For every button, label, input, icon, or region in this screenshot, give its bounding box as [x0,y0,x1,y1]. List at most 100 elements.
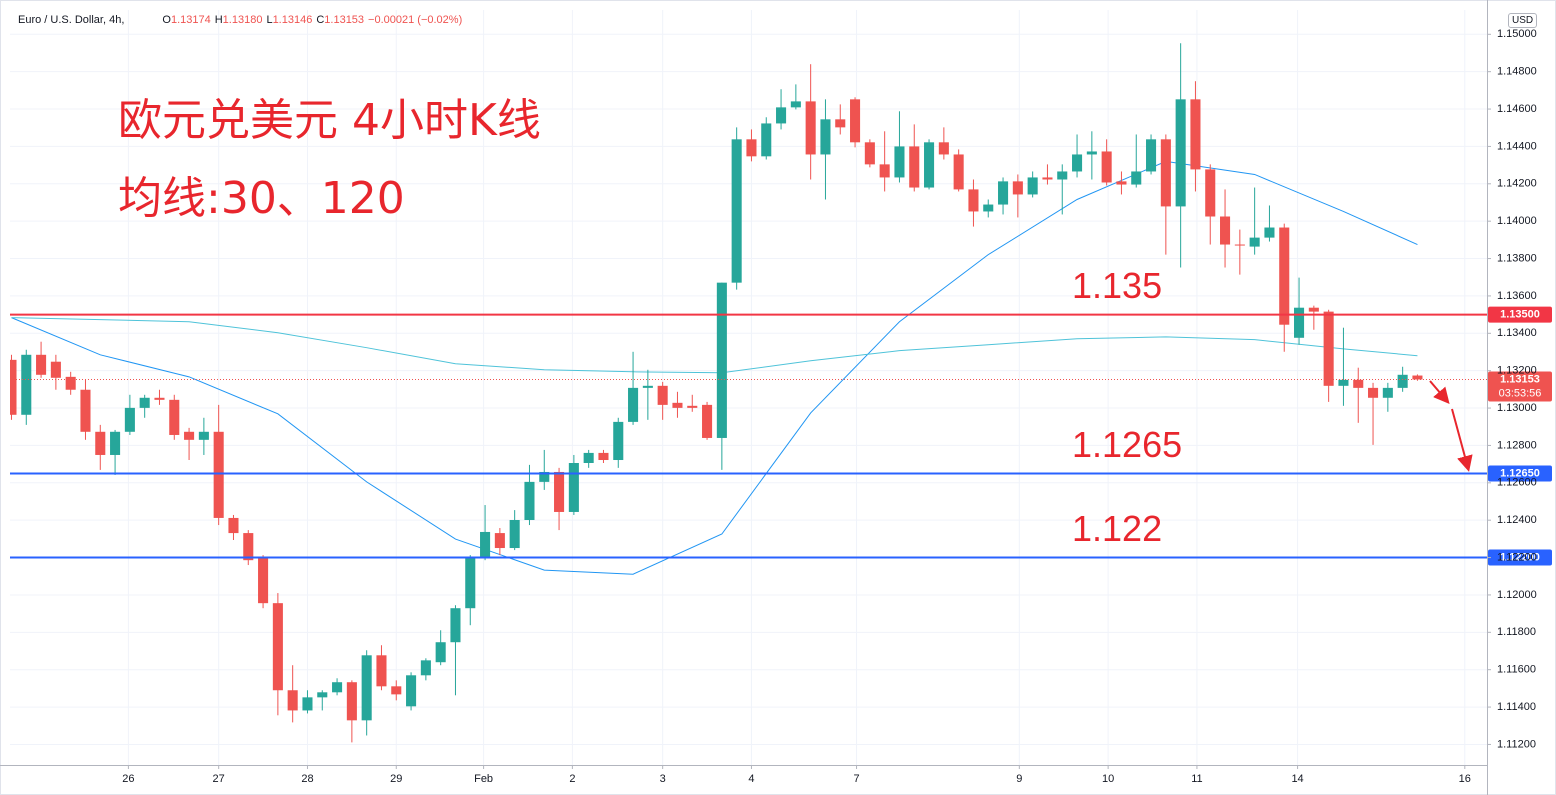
candle-body [761,123,772,157]
candle-body [243,533,254,561]
candle-body [687,405,698,408]
candle-body [1086,151,1097,155]
x-tick-label: 9 [1016,773,1022,785]
candle-body [1146,139,1157,172]
x-tick-label: 16 [1459,773,1471,785]
legend-header: Euro / U.S. Dollar, 4h, O1.13174 H1.13180 L… [18,14,462,26]
candle-body [435,642,446,663]
candle-body [1264,227,1275,238]
candle-body [850,99,861,143]
quote-value: 1.13146 [272,14,313,26]
candle-body [820,119,831,155]
candle-body [894,146,905,178]
candle-body [672,402,683,408]
symbol: Euro / U.S. Dollar, 4h, [18,14,125,26]
candle-body [1190,99,1201,170]
countdown: 03:53:56 [1499,387,1542,399]
quote: O1.13174 H1.13180 L1.13146 C1.13153 [162,14,368,26]
candle-body [480,531,491,559]
candle-body [805,101,816,155]
y-tick-label: 1.13400 [1497,327,1537,339]
level-note: 1.122 [1072,508,1162,549]
x-tick-label: 3 [660,773,666,785]
x-tick-label: 26 [122,773,134,785]
y-tick-label: 1.12000 [1497,589,1537,601]
candle-body [1294,307,1305,338]
candle-body [465,558,476,609]
level-badge [1488,465,1552,482]
candle-body [1382,387,1393,398]
quote-key: H [214,14,223,26]
candle-body [1397,374,1408,388]
y-tick-label: 1.14600 [1497,103,1537,115]
candle-body [124,407,135,432]
candle-body [909,146,920,188]
level-note: 1.135 [1072,265,1162,306]
chart-subtitle: 均线:30、120 [118,173,405,224]
candle-body [110,431,121,455]
candle-body [1368,387,1379,398]
candle-body [1338,379,1349,386]
candle-body [1131,171,1142,185]
candle-body [790,101,801,108]
candle-body [184,431,195,440]
quote-key: C [316,14,325,26]
y-tick-label: 1.12800 [1497,439,1537,451]
candle-body [1012,181,1023,195]
candle-body [998,181,1009,205]
level-badge-label: 1.12650 [1500,467,1540,479]
axes: 1.11200 1.11400 1.11600 1.11800 1.12000 1.122… [122,28,1536,785]
candle-body [1101,151,1112,183]
candle-body [346,682,357,721]
currency-button[interactable]: USD [1508,13,1538,28]
y-tick-label: 1.11600 [1497,664,1536,676]
candle-body [1027,177,1038,195]
candle-body [65,376,76,390]
candle-body [198,431,209,440]
y-tick-label: 1.11200 [1497,738,1536,750]
candle-body [554,471,565,512]
last-price-badge [1488,371,1552,402]
y-tick-label: 1.13200 [1497,365,1537,377]
level-badge-label: 1.13500 [1500,309,1540,321]
candle-body [391,686,402,695]
candle-body [50,361,61,378]
level-badge-label: 1.12200 [1500,551,1540,563]
x-tick-label: 11 [1191,773,1202,785]
y-tick-label: 1.13800 [1497,252,1537,264]
candle-body [36,354,47,375]
candle-body [864,142,875,165]
y-tick-label: 1.13600 [1497,290,1537,302]
candle-body [1279,227,1290,325]
candle-body [420,660,431,676]
candle-body [776,107,787,124]
quote-key: O [162,14,171,26]
y-tick-label: 1.14000 [1497,215,1537,227]
level-badge [1488,306,1552,323]
candle-body [1353,379,1364,388]
y-tick-label: 1.14200 [1497,178,1537,190]
candle-body [835,119,846,128]
candle-body [10,359,17,415]
candle-body [1042,177,1053,180]
levels: 1.135 1.13500 1.1265 1.12650 1.122 1.12200 1.1… [10,265,1552,566]
x-tick-label: 4 [748,773,754,785]
x-tick-label: 29 [390,773,402,785]
candle-body [1308,307,1319,312]
candle-body [317,692,328,698]
x-tick-label: Feb [474,773,493,785]
candle-body [1160,139,1171,207]
candle-body [302,697,313,711]
candle-body [139,397,150,408]
candle-body [1412,375,1423,380]
candle-body [598,452,609,461]
last-price-label: 1.13153 [1500,373,1540,385]
level-badge [1488,549,1552,566]
candle-body [272,603,283,691]
candle-body [406,675,417,707]
candle-body [332,682,343,693]
chart-title: 欧元兑美元 4小时K线 [118,95,541,146]
candle-body [642,385,653,388]
candle-body [1057,171,1068,180]
